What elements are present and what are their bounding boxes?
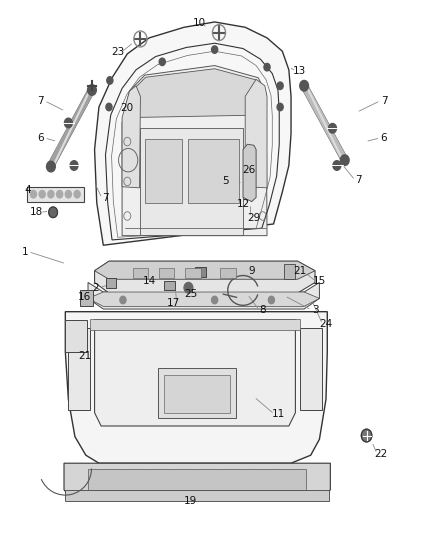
- Bar: [195, 266, 206, 277]
- Text: 3: 3: [312, 305, 318, 315]
- Polygon shape: [122, 66, 267, 236]
- Bar: [65, 490, 329, 502]
- Polygon shape: [68, 328, 90, 410]
- Circle shape: [70, 161, 78, 170]
- Polygon shape: [145, 139, 182, 203]
- Text: 17: 17: [166, 297, 180, 308]
- Circle shape: [333, 161, 341, 170]
- Text: 7: 7: [355, 175, 362, 185]
- Circle shape: [212, 296, 218, 304]
- Text: 6: 6: [38, 133, 44, 143]
- Text: 16: 16: [78, 292, 91, 302]
- Circle shape: [340, 155, 349, 165]
- Text: 1: 1: [21, 247, 28, 256]
- Bar: [164, 281, 175, 290]
- Circle shape: [277, 82, 283, 90]
- Text: 23: 23: [111, 47, 124, 57]
- Text: 25: 25: [184, 289, 197, 299]
- Polygon shape: [95, 261, 315, 293]
- Polygon shape: [188, 139, 239, 203]
- Text: 15: 15: [313, 277, 326, 286]
- Circle shape: [107, 77, 113, 84]
- Text: 5: 5: [222, 176, 229, 187]
- Circle shape: [268, 296, 275, 304]
- Polygon shape: [95, 261, 315, 279]
- Polygon shape: [65, 312, 327, 463]
- Text: 7: 7: [102, 193, 109, 204]
- Polygon shape: [245, 79, 267, 188]
- Circle shape: [88, 85, 96, 95]
- Circle shape: [48, 190, 54, 198]
- Polygon shape: [158, 368, 237, 418]
- Polygon shape: [95, 22, 291, 245]
- Bar: [65, 320, 87, 352]
- Bar: [80, 290, 93, 306]
- Text: 26: 26: [242, 165, 255, 175]
- Text: 29: 29: [247, 213, 261, 223]
- Circle shape: [74, 190, 80, 198]
- Circle shape: [212, 46, 218, 53]
- Text: 9: 9: [248, 266, 255, 276]
- Circle shape: [49, 207, 57, 217]
- Bar: [106, 278, 116, 288]
- Circle shape: [300, 80, 308, 91]
- Circle shape: [46, 161, 55, 172]
- Text: 2: 2: [92, 283, 99, 293]
- Circle shape: [64, 118, 72, 128]
- Text: 13: 13: [293, 66, 307, 76]
- Circle shape: [264, 63, 270, 71]
- Circle shape: [184, 282, 193, 293]
- Circle shape: [57, 190, 63, 198]
- Bar: [220, 268, 236, 278]
- Polygon shape: [243, 144, 256, 201]
- Text: 7: 7: [381, 95, 387, 106]
- Bar: [90, 319, 300, 330]
- Text: 10: 10: [193, 18, 206, 28]
- Circle shape: [277, 103, 283, 111]
- Circle shape: [120, 296, 126, 304]
- Circle shape: [30, 190, 36, 198]
- Text: 14: 14: [142, 277, 156, 286]
- Text: 8: 8: [259, 305, 266, 315]
- Text: 18: 18: [30, 207, 43, 217]
- Polygon shape: [125, 69, 265, 118]
- Text: 6: 6: [381, 133, 387, 143]
- Polygon shape: [122, 86, 141, 188]
- Bar: [285, 264, 295, 279]
- Bar: [27, 187, 84, 201]
- Text: 4: 4: [25, 185, 31, 196]
- Text: 19: 19: [184, 496, 197, 506]
- Circle shape: [361, 429, 372, 442]
- Bar: [185, 268, 201, 278]
- Circle shape: [106, 103, 112, 111]
- Circle shape: [159, 58, 165, 66]
- Text: 24: 24: [319, 319, 332, 329]
- Circle shape: [39, 190, 45, 198]
- Circle shape: [65, 190, 71, 198]
- Polygon shape: [141, 128, 243, 235]
- Polygon shape: [95, 320, 295, 426]
- Text: 21: 21: [78, 351, 91, 361]
- Polygon shape: [64, 463, 330, 498]
- Text: 7: 7: [38, 95, 44, 106]
- Bar: [159, 268, 174, 278]
- Bar: [164, 375, 230, 413]
- Text: 21: 21: [293, 266, 307, 276]
- Bar: [88, 469, 306, 494]
- Circle shape: [328, 124, 336, 133]
- Text: 22: 22: [374, 449, 387, 458]
- Polygon shape: [88, 292, 319, 306]
- Text: 20: 20: [120, 103, 133, 113]
- Text: 11: 11: [271, 409, 285, 419]
- Polygon shape: [88, 282, 319, 309]
- Text: 12: 12: [237, 199, 250, 209]
- Polygon shape: [300, 328, 321, 410]
- Bar: [133, 268, 148, 278]
